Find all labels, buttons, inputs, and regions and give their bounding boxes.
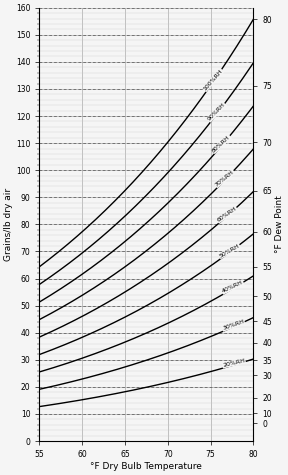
- Text: 80%RH: 80%RH: [211, 134, 232, 153]
- Text: 70%RH: 70%RH: [214, 169, 235, 188]
- Y-axis label: °F Dew Point: °F Dew Point: [275, 196, 284, 253]
- Text: 50%RH: 50%RH: [218, 243, 240, 259]
- Text: 90%RH: 90%RH: [207, 102, 226, 122]
- Text: 100%RH: 100%RH: [202, 68, 224, 92]
- Text: 30%RH: 30%RH: [222, 319, 245, 331]
- Y-axis label: Grains/lb dry air: Grains/lb dry air: [4, 188, 13, 261]
- Text: 20%RH: 20%RH: [222, 358, 246, 368]
- Text: 60%RH: 60%RH: [216, 206, 238, 223]
- X-axis label: °F Dry Bulb Temperature: °F Dry Bulb Temperature: [90, 462, 202, 471]
- Text: 40%RH: 40%RH: [221, 280, 244, 294]
